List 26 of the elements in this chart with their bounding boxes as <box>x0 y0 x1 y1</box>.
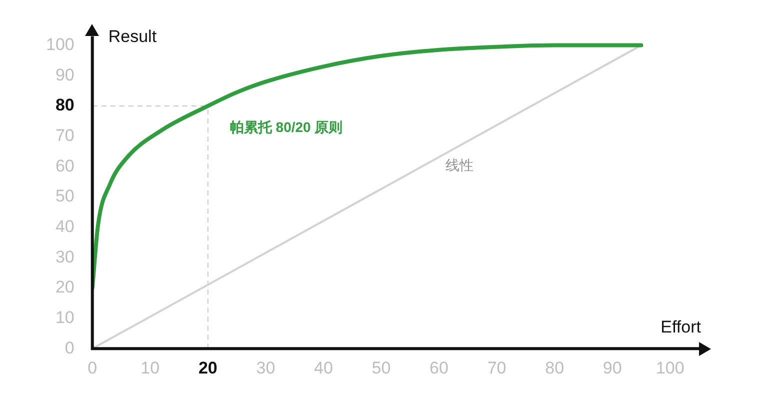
x-tick-label: 30 <box>256 358 276 378</box>
series-label: 帕累托 80/20 原则 <box>230 118 343 135</box>
y-tick-label: 90 <box>55 65 74 84</box>
x-tick-label: 10 <box>140 358 160 378</box>
y-tick-label: 30 <box>55 247 74 266</box>
y-tick-label: 70 <box>55 126 74 145</box>
y-tick-label: 10 <box>55 308 74 327</box>
y-tick-label: 80 <box>55 96 74 115</box>
y-tick-label: 50 <box>55 186 74 206</box>
x-axis-title: Effort <box>660 318 702 337</box>
x-tick-label: 70 <box>487 358 506 378</box>
series-label: 线性 <box>446 157 474 174</box>
y-tick-label: 0 <box>64 338 74 358</box>
x-tick-label: 60 <box>430 358 448 378</box>
x-tick-label: 0 <box>88 358 98 378</box>
y-tick-label: 100 <box>46 34 74 54</box>
y-axis-title: Result <box>108 27 157 46</box>
x-tick-label: 90 <box>602 358 622 378</box>
x-tick-label: 20 <box>198 358 218 378</box>
x-tick-label: 100 <box>656 358 684 378</box>
x-tick-label: 40 <box>314 358 333 378</box>
y-tick-label: 60 <box>55 156 74 176</box>
y-tick-label: 40 <box>55 216 74 236</box>
y-tick-label: 20 <box>55 278 74 297</box>
x-tick-label: 50 <box>372 358 391 378</box>
x-tick-label: 80 <box>545 358 564 378</box>
